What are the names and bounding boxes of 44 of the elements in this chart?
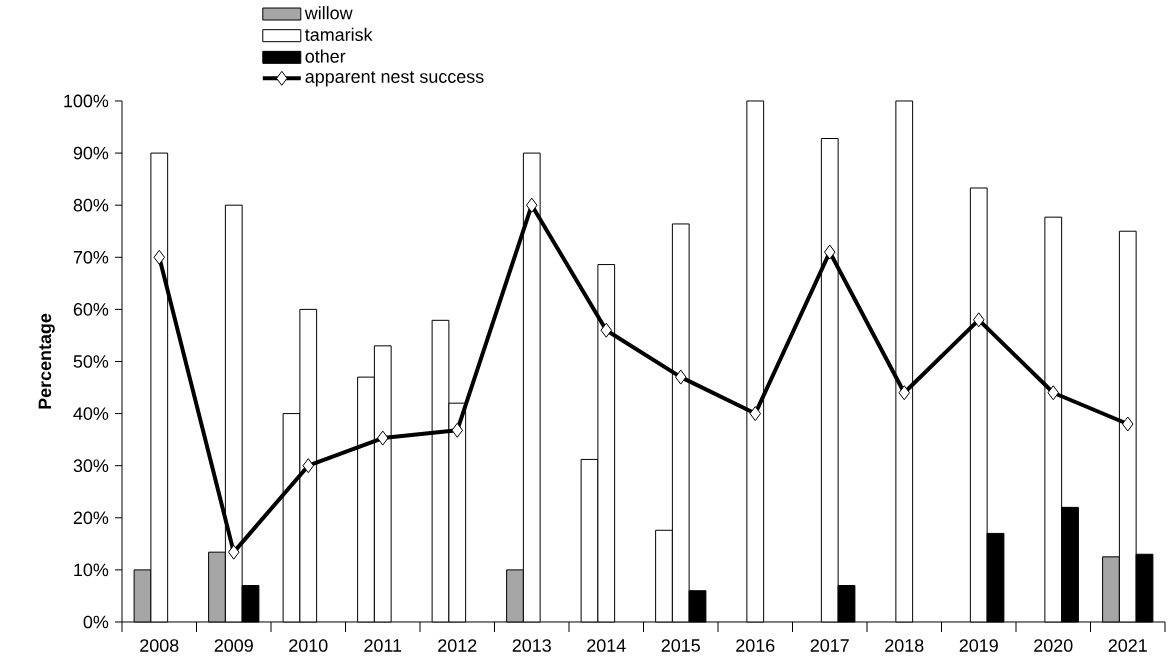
y-tick-label: 50% [73,355,109,368]
point [302,458,315,474]
point [824,244,836,260]
y-tick-label: 0% [83,615,109,629]
y-tick-label: 90% [73,146,109,160]
x-tick-label: 2009 [214,639,253,652]
y-tick-label: 30% [73,459,109,473]
x-tick-label: 2012 [438,639,477,652]
legend-label: apparent nest success [305,71,484,87]
x-tick-label: 2019 [959,639,998,652]
x-tick-label: 2013 [512,639,551,652]
x-tick-label: 2021 [1108,639,1147,652]
x-tick-label: 2017 [810,639,849,652]
y-tick-label: 100% [64,94,109,108]
point [973,312,985,328]
x-tick-label: 2014 [587,639,626,652]
point [377,430,389,446]
point [451,422,464,438]
point [675,369,687,385]
x-tick-label: 2020 [1034,639,1073,652]
legend-label: willow [304,6,353,20]
y-tick-label: 20% [73,511,109,525]
x-tick-label: 2018 [885,639,924,652]
point [1122,416,1134,432]
y-tick-label: 80% [73,198,109,212]
x-tick-label: 2008 [140,639,179,652]
point [526,197,538,213]
point [228,544,240,560]
point [749,406,762,422]
x-tick-label: 2015 [661,639,700,652]
x-tick-label: 2016 [736,639,775,652]
point [1047,385,1059,401]
point [153,249,166,265]
x-tick-label: 2011 [364,639,402,652]
y-tick-label: 60% [73,303,109,316]
y-tick-label: 70% [73,250,109,264]
point [898,385,911,401]
point [600,322,613,338]
x-tick-label: 2010 [289,639,328,652]
legend-label: tamarisk [305,27,373,42]
y-tick-label: 40% [73,407,109,420]
y-tick-label: 10% [74,563,109,577]
y-axis-title: Percentage [38,313,55,409]
legend-label: other [305,49,346,63]
